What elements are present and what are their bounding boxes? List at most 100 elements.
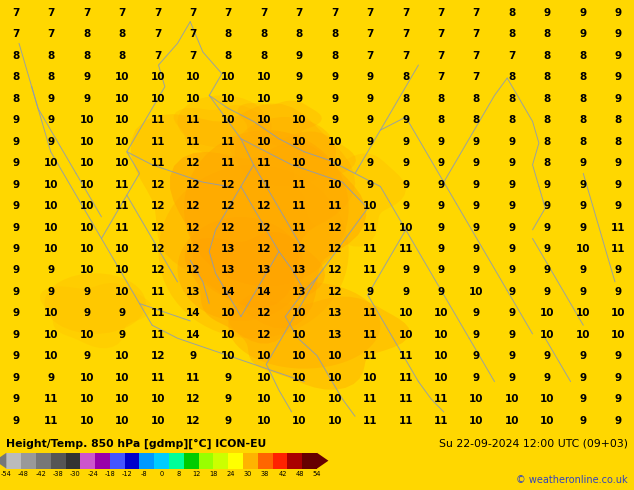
Text: 10: 10 (221, 330, 236, 340)
Text: 9: 9 (579, 373, 586, 383)
Text: 8: 8 (544, 158, 551, 168)
Text: 12: 12 (186, 416, 200, 426)
Text: 9: 9 (508, 137, 515, 147)
Text: 10: 10 (505, 416, 519, 426)
Text: 9: 9 (437, 266, 444, 275)
Text: 9: 9 (508, 158, 515, 168)
Text: 14: 14 (221, 287, 236, 297)
Text: 12: 12 (328, 266, 342, 275)
Bar (258, 453, 273, 468)
Text: 11: 11 (363, 266, 377, 275)
Text: 9: 9 (12, 201, 20, 211)
Text: 11: 11 (292, 222, 306, 233)
Text: 7: 7 (190, 51, 197, 61)
Text: 11: 11 (292, 180, 306, 190)
Text: 8: 8 (544, 29, 551, 40)
Text: 12: 12 (150, 180, 165, 190)
Text: 9: 9 (331, 73, 339, 82)
Text: 11: 11 (363, 330, 377, 340)
Text: 10: 10 (115, 137, 129, 147)
Text: 11: 11 (150, 373, 165, 383)
Bar (302, 453, 317, 468)
Bar (287, 453, 302, 468)
Text: 12: 12 (328, 287, 342, 297)
Text: 11: 11 (186, 137, 200, 147)
Text: 8: 8 (295, 29, 303, 40)
Text: 11: 11 (115, 222, 129, 233)
Text: 9: 9 (12, 158, 20, 168)
Text: 10: 10 (79, 158, 94, 168)
Text: 8: 8 (402, 73, 409, 82)
Bar (214, 453, 228, 468)
Text: 9: 9 (437, 222, 444, 233)
Text: 9: 9 (614, 29, 622, 40)
Text: 11: 11 (186, 115, 200, 125)
Text: 8: 8 (544, 73, 551, 82)
Text: 9: 9 (544, 373, 551, 383)
Text: -48: -48 (18, 471, 29, 477)
Text: 8: 8 (544, 51, 551, 61)
Text: 9: 9 (48, 373, 55, 383)
Text: 9: 9 (614, 201, 622, 211)
Text: 10: 10 (150, 94, 165, 104)
Text: 7: 7 (473, 51, 480, 61)
Bar (51, 453, 65, 468)
Text: 11: 11 (434, 416, 448, 426)
Text: 8: 8 (119, 29, 126, 40)
Text: 9: 9 (508, 244, 515, 254)
Text: 10: 10 (328, 351, 342, 361)
Text: 11: 11 (115, 201, 129, 211)
Text: 30: 30 (244, 471, 252, 477)
Text: 11: 11 (363, 351, 377, 361)
Text: 7: 7 (190, 29, 197, 40)
Text: 9: 9 (12, 115, 20, 125)
Ellipse shape (228, 282, 380, 368)
Text: 9: 9 (83, 94, 90, 104)
Text: 9: 9 (119, 308, 126, 318)
Text: 11: 11 (44, 394, 58, 404)
Text: 10: 10 (576, 308, 590, 318)
Text: 11: 11 (150, 330, 165, 340)
Text: 8: 8 (508, 73, 515, 82)
Text: 9: 9 (579, 287, 586, 297)
Text: 11: 11 (363, 222, 377, 233)
Text: 10: 10 (328, 180, 342, 190)
Text: 11: 11 (221, 137, 236, 147)
Text: 8: 8 (177, 471, 181, 477)
Text: 14: 14 (186, 308, 200, 318)
Bar (273, 453, 287, 468)
Text: -24: -24 (87, 471, 98, 477)
Ellipse shape (158, 165, 349, 338)
Text: 10: 10 (221, 73, 236, 82)
Text: -18: -18 (105, 471, 115, 477)
Text: 11: 11 (434, 394, 448, 404)
Text: 10: 10 (79, 373, 94, 383)
Text: 9: 9 (366, 158, 373, 168)
Text: 9: 9 (473, 351, 480, 361)
Text: 10: 10 (150, 394, 165, 404)
Text: 9: 9 (83, 287, 90, 297)
Text: 9: 9 (473, 222, 480, 233)
Text: 10: 10 (363, 373, 377, 383)
Text: 9: 9 (473, 244, 480, 254)
Text: 10: 10 (115, 287, 129, 297)
Text: 10: 10 (221, 308, 236, 318)
Text: 7: 7 (48, 29, 55, 40)
Text: 12: 12 (150, 201, 165, 211)
Text: 7: 7 (12, 29, 20, 40)
Text: 8: 8 (544, 115, 551, 125)
Text: 10: 10 (221, 115, 236, 125)
Text: 11: 11 (44, 416, 58, 426)
Text: -38: -38 (53, 471, 63, 477)
Text: 24: 24 (226, 471, 235, 477)
Text: 10: 10 (292, 158, 306, 168)
Text: 12: 12 (328, 244, 342, 254)
Text: 13: 13 (292, 266, 306, 275)
Text: 11: 11 (115, 180, 129, 190)
Text: 11: 11 (398, 351, 413, 361)
Text: 11: 11 (398, 244, 413, 254)
Text: 9: 9 (366, 287, 373, 297)
Text: 9: 9 (544, 201, 551, 211)
Text: 12: 12 (186, 394, 200, 404)
Text: 8: 8 (437, 115, 444, 125)
